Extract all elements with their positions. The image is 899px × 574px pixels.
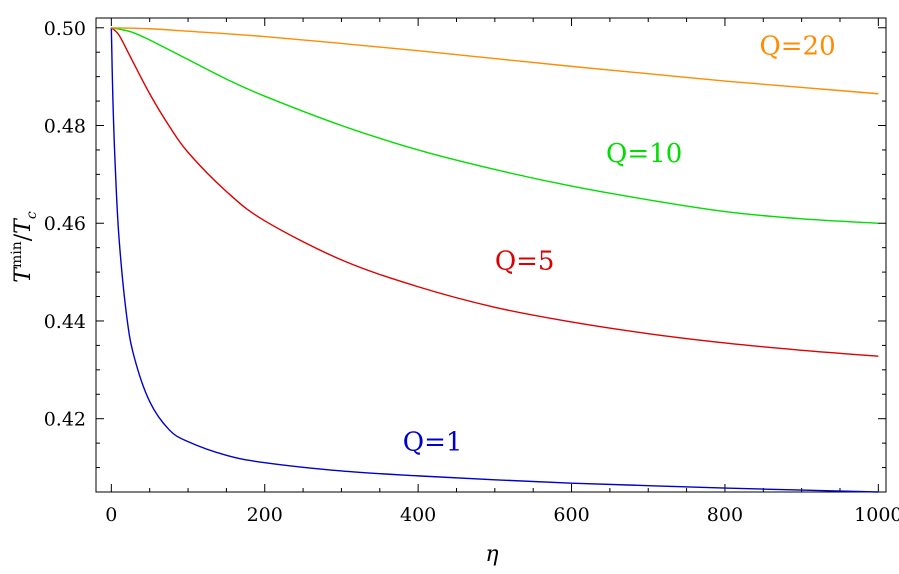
y-tick-label: 0.50 (44, 18, 86, 40)
y-tick-label: 0.46 (44, 213, 86, 235)
x-tick-label: 800 (707, 504, 743, 526)
x-tick-label: 600 (553, 504, 589, 526)
x-tick-label: 0 (105, 504, 117, 526)
y-axis-label: Tmin/Tc (9, 211, 40, 283)
y-axis-label-sup: min (9, 241, 25, 268)
series-line-q-20 (111, 27, 879, 95)
y-axis-label-sep: / (11, 233, 36, 241)
y-tick-label: 0.48 (44, 116, 86, 138)
y-tick-label: 0.44 (44, 311, 86, 333)
plot-frame (95, 17, 887, 493)
x-tick-label: 400 (400, 504, 436, 526)
y-axis-label-denom: T (11, 217, 36, 234)
x-tick-label: 200 (247, 504, 283, 526)
series-line-q-5 (110, 27, 879, 357)
x-axis-label: η (485, 542, 498, 567)
labels: Q=1 Q=5 Q=10 Q=20 (403, 32, 836, 458)
y-axis-label-main: T (11, 266, 36, 283)
ticks: 0 200 400 600 800 1000 0.42 0.44 0.46 0.48 0.50 (44, 18, 899, 526)
y-axis-label-sub: c (24, 211, 40, 219)
series-label-q-10: Q=10 (606, 139, 682, 169)
series-label-q-5: Q=5 (495, 247, 555, 277)
x-tick-label: 1000 (854, 504, 899, 526)
series-line-q-1 (110, 27, 879, 493)
series-line-q-10 (111, 27, 879, 224)
series-label-q-1: Q=1 (403, 427, 463, 457)
series-label-q-20: Q=20 (759, 32, 835, 62)
series-layer (110, 27, 879, 493)
y-tick-label: 0.42 (44, 409, 86, 431)
